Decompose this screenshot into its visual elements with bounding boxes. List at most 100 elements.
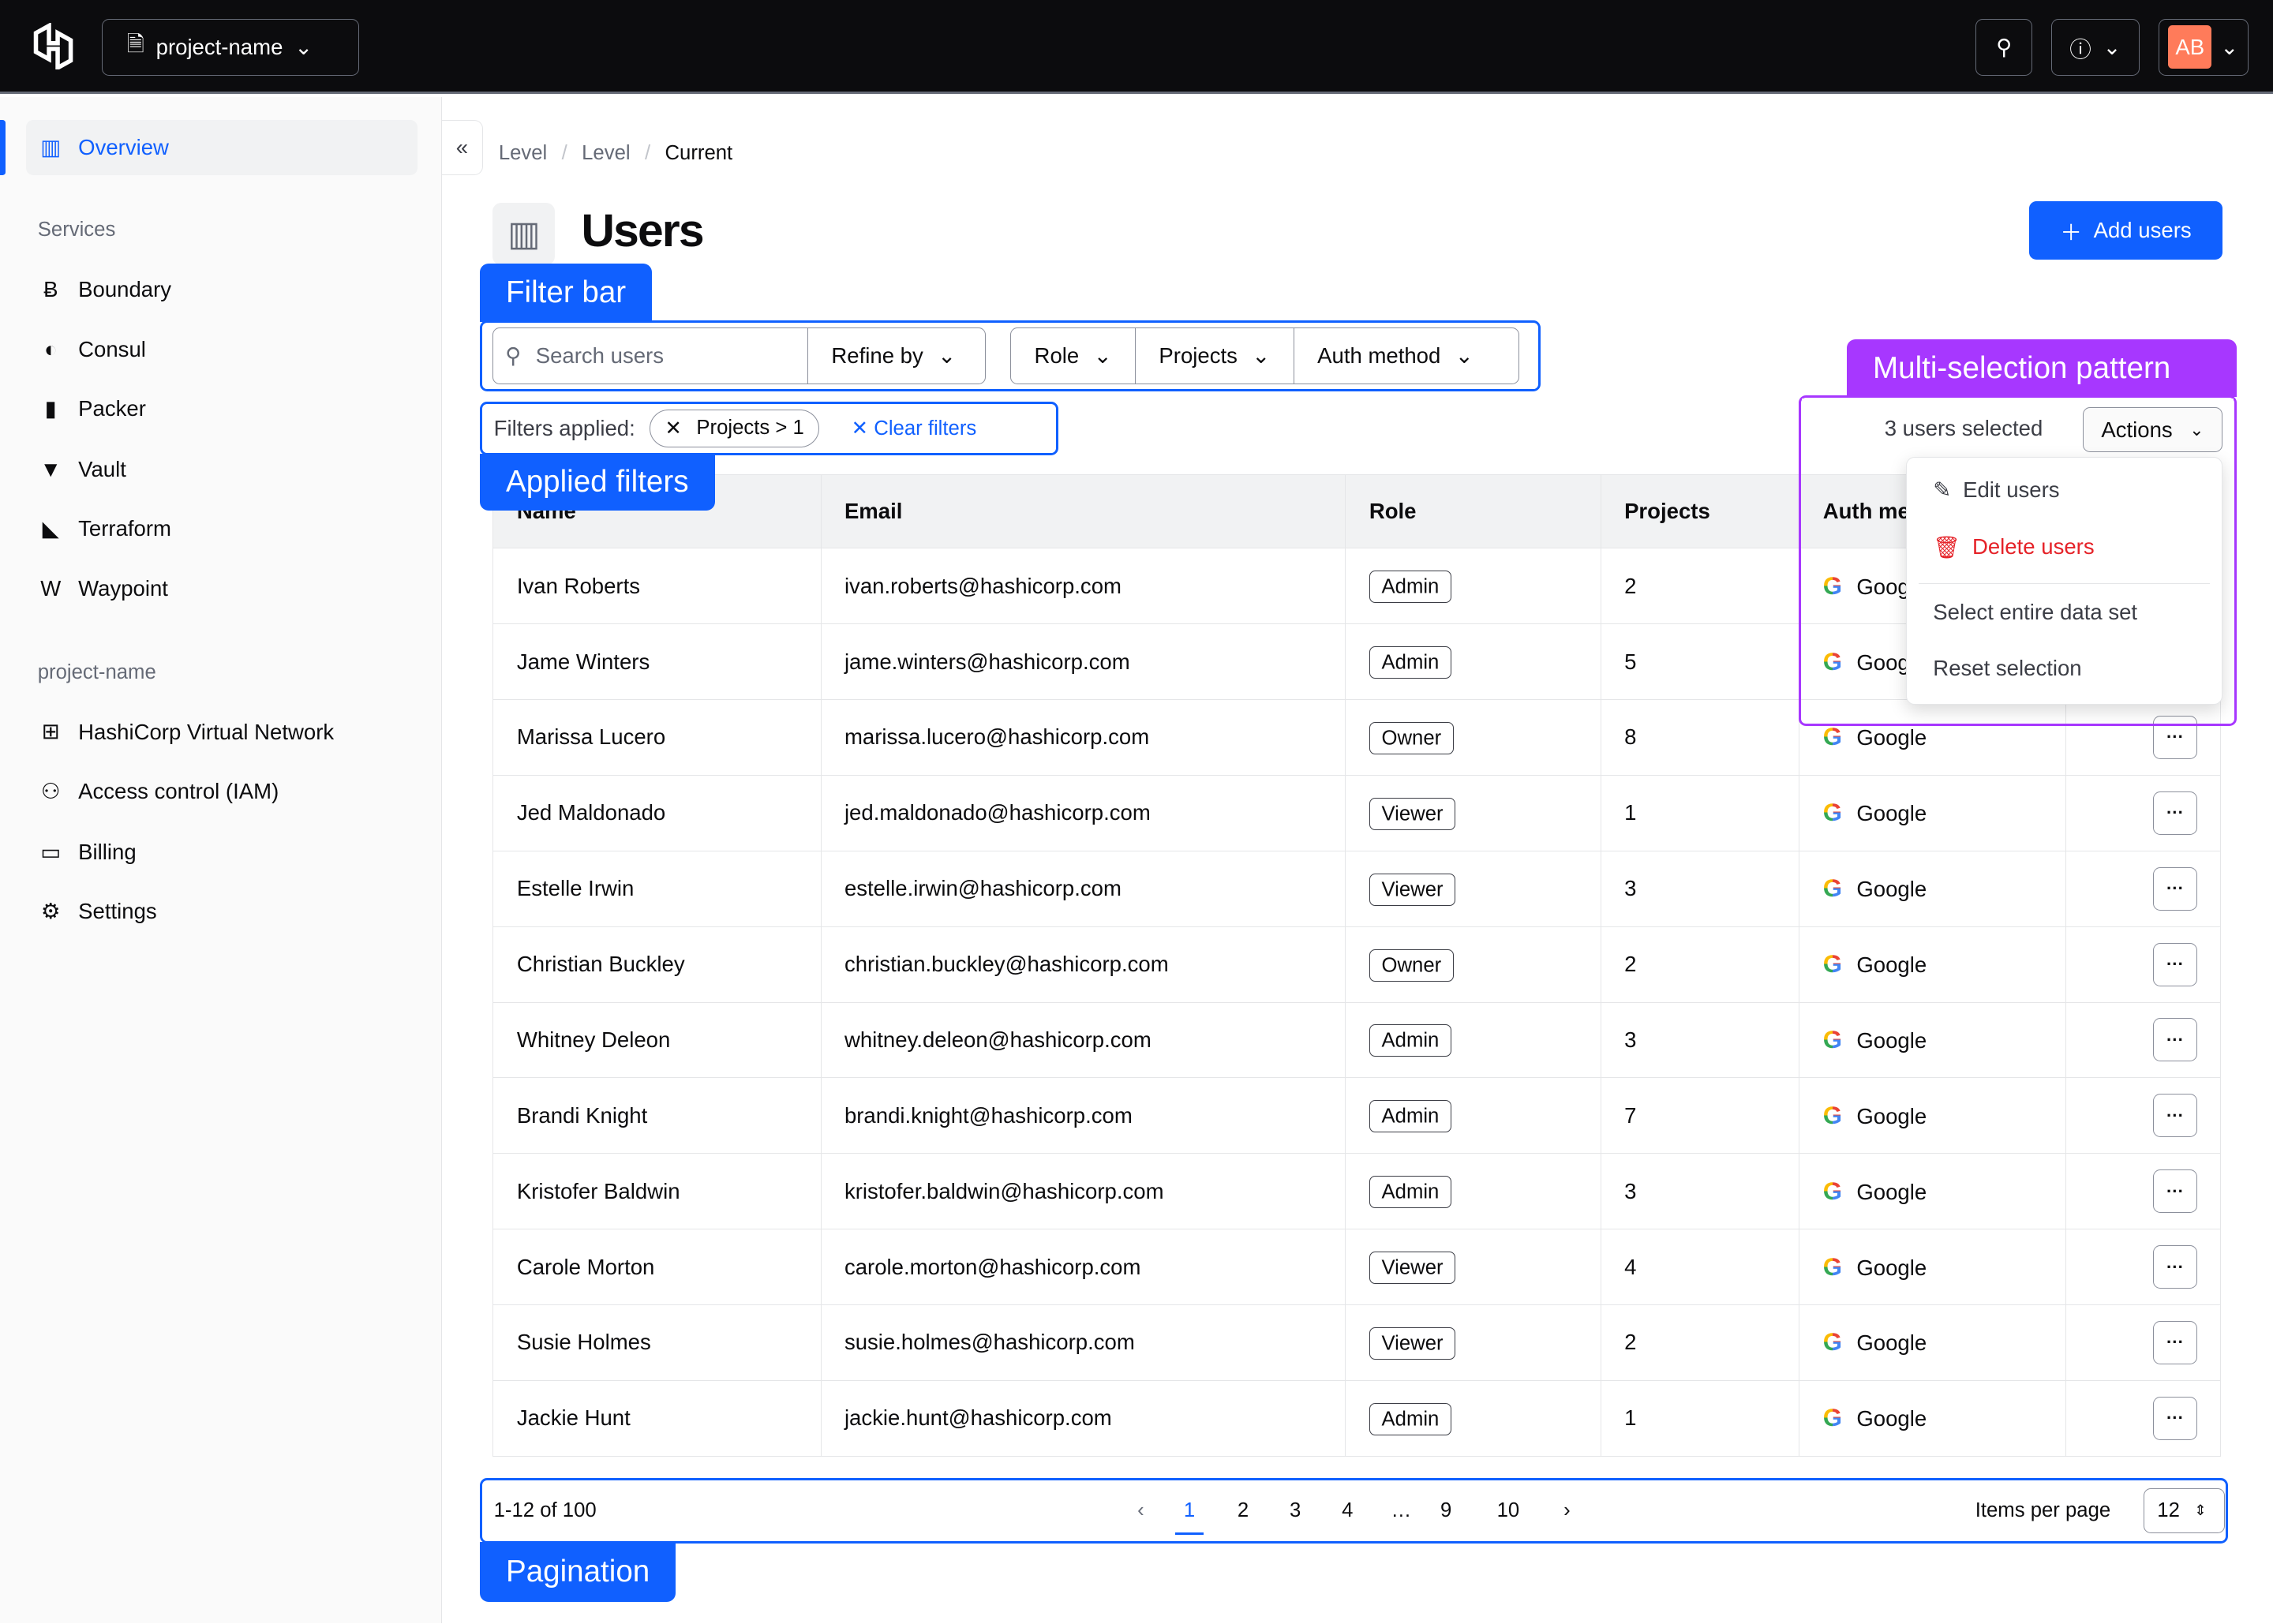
row-overflow-button[interactable]: ··· [2153,1245,2197,1289]
refine-by-dropdown[interactable]: Refine by ⌄ [808,328,979,384]
role-badge: Viewer [1369,797,1456,830]
column-header-role[interactable]: Role [1345,473,1601,549]
cell-name: Estelle Irwin [492,850,822,927]
menu-item-delete-users[interactable]: 🗑 Delete users [1933,534,2094,560]
sidebar-item-packer[interactable]: ▮ Packer [26,381,418,436]
row-overflow-button[interactable]: ··· [2153,866,2197,911]
page-3[interactable]: 3 [1289,1499,1301,1522]
page-10[interactable]: 10 [1496,1499,1520,1522]
auth-method-filter[interactable]: Auth method ⌄ [1294,328,1496,384]
page-4[interactable]: 4 [1342,1499,1354,1522]
auth-label: Google [1856,1255,1927,1280]
search-and-refine: ⚲ Search users Refine by ⌄ [492,327,986,384]
chevron-down-icon: ⌄ [1252,342,1271,368]
auth-label: Google [1856,1027,1927,1053]
sidebar-item-consul[interactable]: ◐ Consul [26,322,418,377]
sidebar-item-boundary[interactable]: Ƀ Boundary [26,262,418,317]
row-overflow-button[interactable]: ··· [2153,1094,2197,1138]
filter-chip[interactable]: ✕ Projects > 1 [650,409,820,447]
cell-auth: G Google [1799,774,2067,851]
breadcrumb-link[interactable]: Level [498,141,548,164]
collapse-sidebar-button[interactable]: « [442,120,483,176]
page-9[interactable]: 9 [1440,1499,1452,1522]
menu-item-edit-users[interactable]: ✎ Edit users [1933,477,2059,503]
menu-item-select-all[interactable]: Select entire data set [1933,600,2137,625]
cell-name: Christian Buckley [492,926,822,1003]
cell-email: susie.holmes@hashicorp.com [820,1304,1346,1381]
cell-auth: G Google [1799,1229,2067,1306]
actions-dropdown[interactable]: Actions ⌄ [2083,407,2222,453]
project-heading: project-name [37,660,156,683]
projects-filter[interactable]: Projects ⌄ [1136,328,1294,384]
page-2[interactable]: 2 [1237,1499,1249,1522]
sidebar-item-waypoint[interactable]: W Waypoint [26,561,418,616]
terraform-icon: ◣ [42,516,59,541]
clear-filters-button[interactable]: ✕ Clear filters [851,417,977,440]
cell-auth: G Google [1799,926,2067,1003]
cell-name: Brandi Knight [492,1077,822,1154]
row-overflow-button[interactable]: ··· [2153,1169,2197,1214]
sidebar-item-settings[interactable]: ⚙ Settings [26,884,418,939]
cell-projects: 1 [1600,1379,1800,1457]
previous-page-button[interactable]: ‹ [1137,1499,1144,1522]
column-header-email[interactable]: Email [820,473,1346,549]
role-badge: Admin [1369,1176,1452,1209]
table-row: Kristofer Baldwin kristofer.baldwin@hash… [492,1153,2221,1230]
role-badge: Viewer [1369,873,1456,906]
items-per-page-select[interactable]: 12 ⇕ [2143,1487,2225,1533]
page-1[interactable]: 1 [1174,1499,1204,1536]
help-menu-button[interactable]: ⓘ ⌄ [2050,18,2140,76]
sidebar-item-label: Consul [78,336,146,361]
table-row: Jed Maldonado jed.maldonado@hashicorp.co… [492,774,2221,851]
filter-bar-outline [479,320,1541,391]
search-button[interactable]: ⚲ [1975,18,2033,76]
filter-bar-annotation: Filter bar [479,264,653,322]
google-icon: G [1822,1025,1842,1053]
role-filter[interactable]: Role ⌄ [1011,328,1136,384]
cell-projects: 2 [1600,926,1800,1003]
cell-actions: ··· [2065,1153,2221,1230]
sidebar-item-iam[interactable]: ⚇ Access control (IAM) [26,764,418,819]
search-icon: ⚲ [1996,34,2013,59]
breadcrumb-link[interactable]: Level [582,141,631,164]
sidebar-item-label: Settings [78,899,157,924]
sidebar-item-terraform[interactable]: ◣ Terraform [26,501,418,556]
menu-label: Reset selection [1933,656,2082,681]
row-overflow-button[interactable]: ··· [2153,1396,2197,1440]
column-header-projects[interactable]: Projects [1600,473,1800,549]
cell-projects: 2 [1600,548,1800,625]
row-overflow-button[interactable]: ··· [2153,715,2197,759]
google-icon: G [1822,571,1842,600]
multi-selection-outline [1799,395,2237,727]
hashicorp-logo[interactable] [32,23,75,70]
sidebar-item-hvn[interactable]: ⊞ HashiCorp Virtual Network [26,705,418,760]
trash-icon: 🗑 [1933,534,1961,559]
row-overflow-button[interactable]: ··· [2153,791,2197,835]
cell-role: Owner [1345,926,1601,1003]
cell-actions: ··· [2065,698,2221,776]
sidebar-item-label: Access control (IAM) [78,778,279,803]
sidebar-item-overview[interactable]: ▥ Overview [26,120,418,176]
cell-name: Carole Morton [492,1229,822,1306]
menu-item-reset-selection[interactable]: Reset selection [1933,656,2081,681]
cell-name: Marissa Lucero [492,698,822,776]
user-menu-button[interactable]: AB ⌄ [2158,18,2249,76]
google-icon: G [1822,874,1842,903]
cell-auth: G Google [1799,1153,2067,1230]
sidebar-item-label: Vault [78,457,126,482]
project-switcher[interactable]: 🗎 project-name ⌄ [101,18,360,76]
row-overflow-button[interactable]: ··· [2153,1018,2197,1062]
close-icon[interactable]: ✕ [665,417,683,440]
row-overflow-button[interactable]: ··· [2153,1320,2197,1364]
next-page-button[interactable]: › [1563,1499,1571,1522]
auth-label: Google [1856,801,1927,826]
sidebar-item-label: Overview [78,135,169,160]
add-users-button[interactable]: ＋ Add users [2029,201,2222,260]
cell-auth: G Google [1799,850,2067,927]
row-overflow-button[interactable]: ··· [2153,942,2197,986]
search-input[interactable]: ⚲ Search users [493,328,809,384]
chevron-down-icon: ⌄ [1455,342,1474,368]
cell-actions: ··· [2065,1001,2221,1079]
sidebar-item-billing[interactable]: ▭ Billing [26,825,418,880]
sidebar-item-vault[interactable]: ▼ Vault [26,442,418,497]
